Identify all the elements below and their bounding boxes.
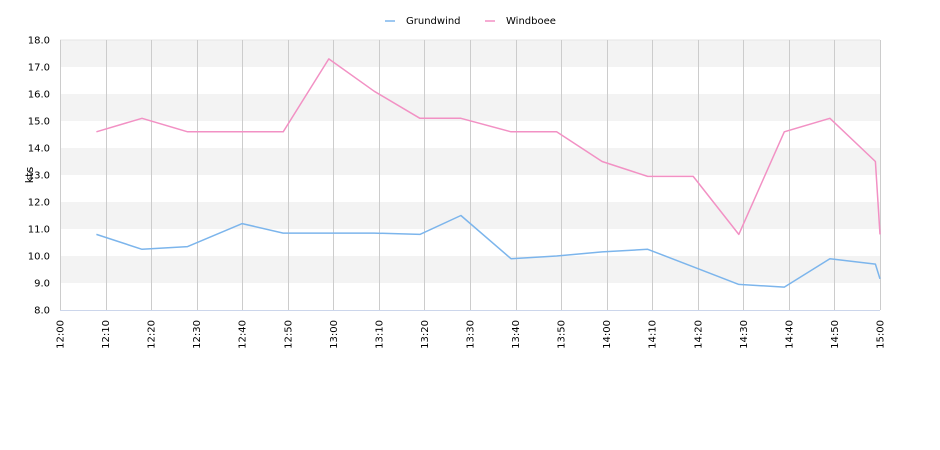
vertical-gridlines bbox=[60, 40, 881, 310]
x-tick-label: 12:10 bbox=[101, 320, 112, 349]
y-axis-ticks: 8.0 9.0 10.0 11.0 12.0 13.0 14.0 15.0 16.0 17.0 18… bbox=[28, 36, 50, 317]
x-tick-label: 13:40 bbox=[511, 320, 522, 349]
y-tick-label: 15.0 bbox=[28, 117, 50, 128]
x-tick-label: 14:00 bbox=[602, 320, 613, 349]
x-tick-label: 13:30 bbox=[466, 320, 477, 349]
x-tick-label: 12:20 bbox=[147, 320, 158, 349]
y-tick-label: 17.0 bbox=[28, 63, 50, 74]
y-tick-label: 9.0 bbox=[34, 279, 50, 290]
series-line-windboee bbox=[96, 58, 881, 236]
x-tick-label: 13:00 bbox=[329, 320, 340, 349]
y-tick-label: 13.0 bbox=[28, 171, 50, 182]
x-tick-label: 14:10 bbox=[648, 320, 659, 349]
x-tick-label: 15:00 bbox=[876, 320, 887, 349]
y-tick-label: 12.0 bbox=[28, 198, 50, 209]
y-tick-label: 16.0 bbox=[28, 90, 50, 101]
y-tick-label: 14.0 bbox=[28, 144, 50, 155]
y-tick-label: 8.0 bbox=[34, 306, 50, 317]
x-tick-label: 12:50 bbox=[283, 320, 294, 349]
y-tick-label: 11.0 bbox=[28, 225, 50, 236]
series-line-grundwind bbox=[96, 214, 881, 288]
x-tick-label: 13:50 bbox=[557, 320, 568, 349]
legend-item-label: Grundwind bbox=[406, 16, 461, 27]
x-axis-ticks: 12:00 12:10 12:20 12:30 12:40 12:50 13:00 13:10… bbox=[56, 320, 887, 349]
y-tick-label: 10.0 bbox=[28, 252, 50, 263]
x-tick-label: 12:00 bbox=[56, 320, 67, 349]
legend: Grundwind Windboee bbox=[385, 16, 556, 27]
x-tick-label: 14:20 bbox=[693, 320, 704, 349]
series-lines bbox=[96, 58, 881, 288]
y-tick-label: 18.0 bbox=[28, 36, 50, 47]
x-tick-label: 12:30 bbox=[192, 320, 203, 349]
x-tick-label: 14:40 bbox=[784, 320, 795, 349]
x-tick-label: 13:10 bbox=[374, 320, 385, 349]
y-axis-label: kts bbox=[23, 167, 36, 184]
legend-item-label: Windboee bbox=[506, 16, 556, 27]
x-tick-label: 14:30 bbox=[739, 320, 750, 349]
x-tick-label: 14:50 bbox=[830, 320, 841, 349]
x-tick-label: 12:40 bbox=[238, 320, 249, 349]
x-tick-label: 13:20 bbox=[420, 320, 431, 349]
